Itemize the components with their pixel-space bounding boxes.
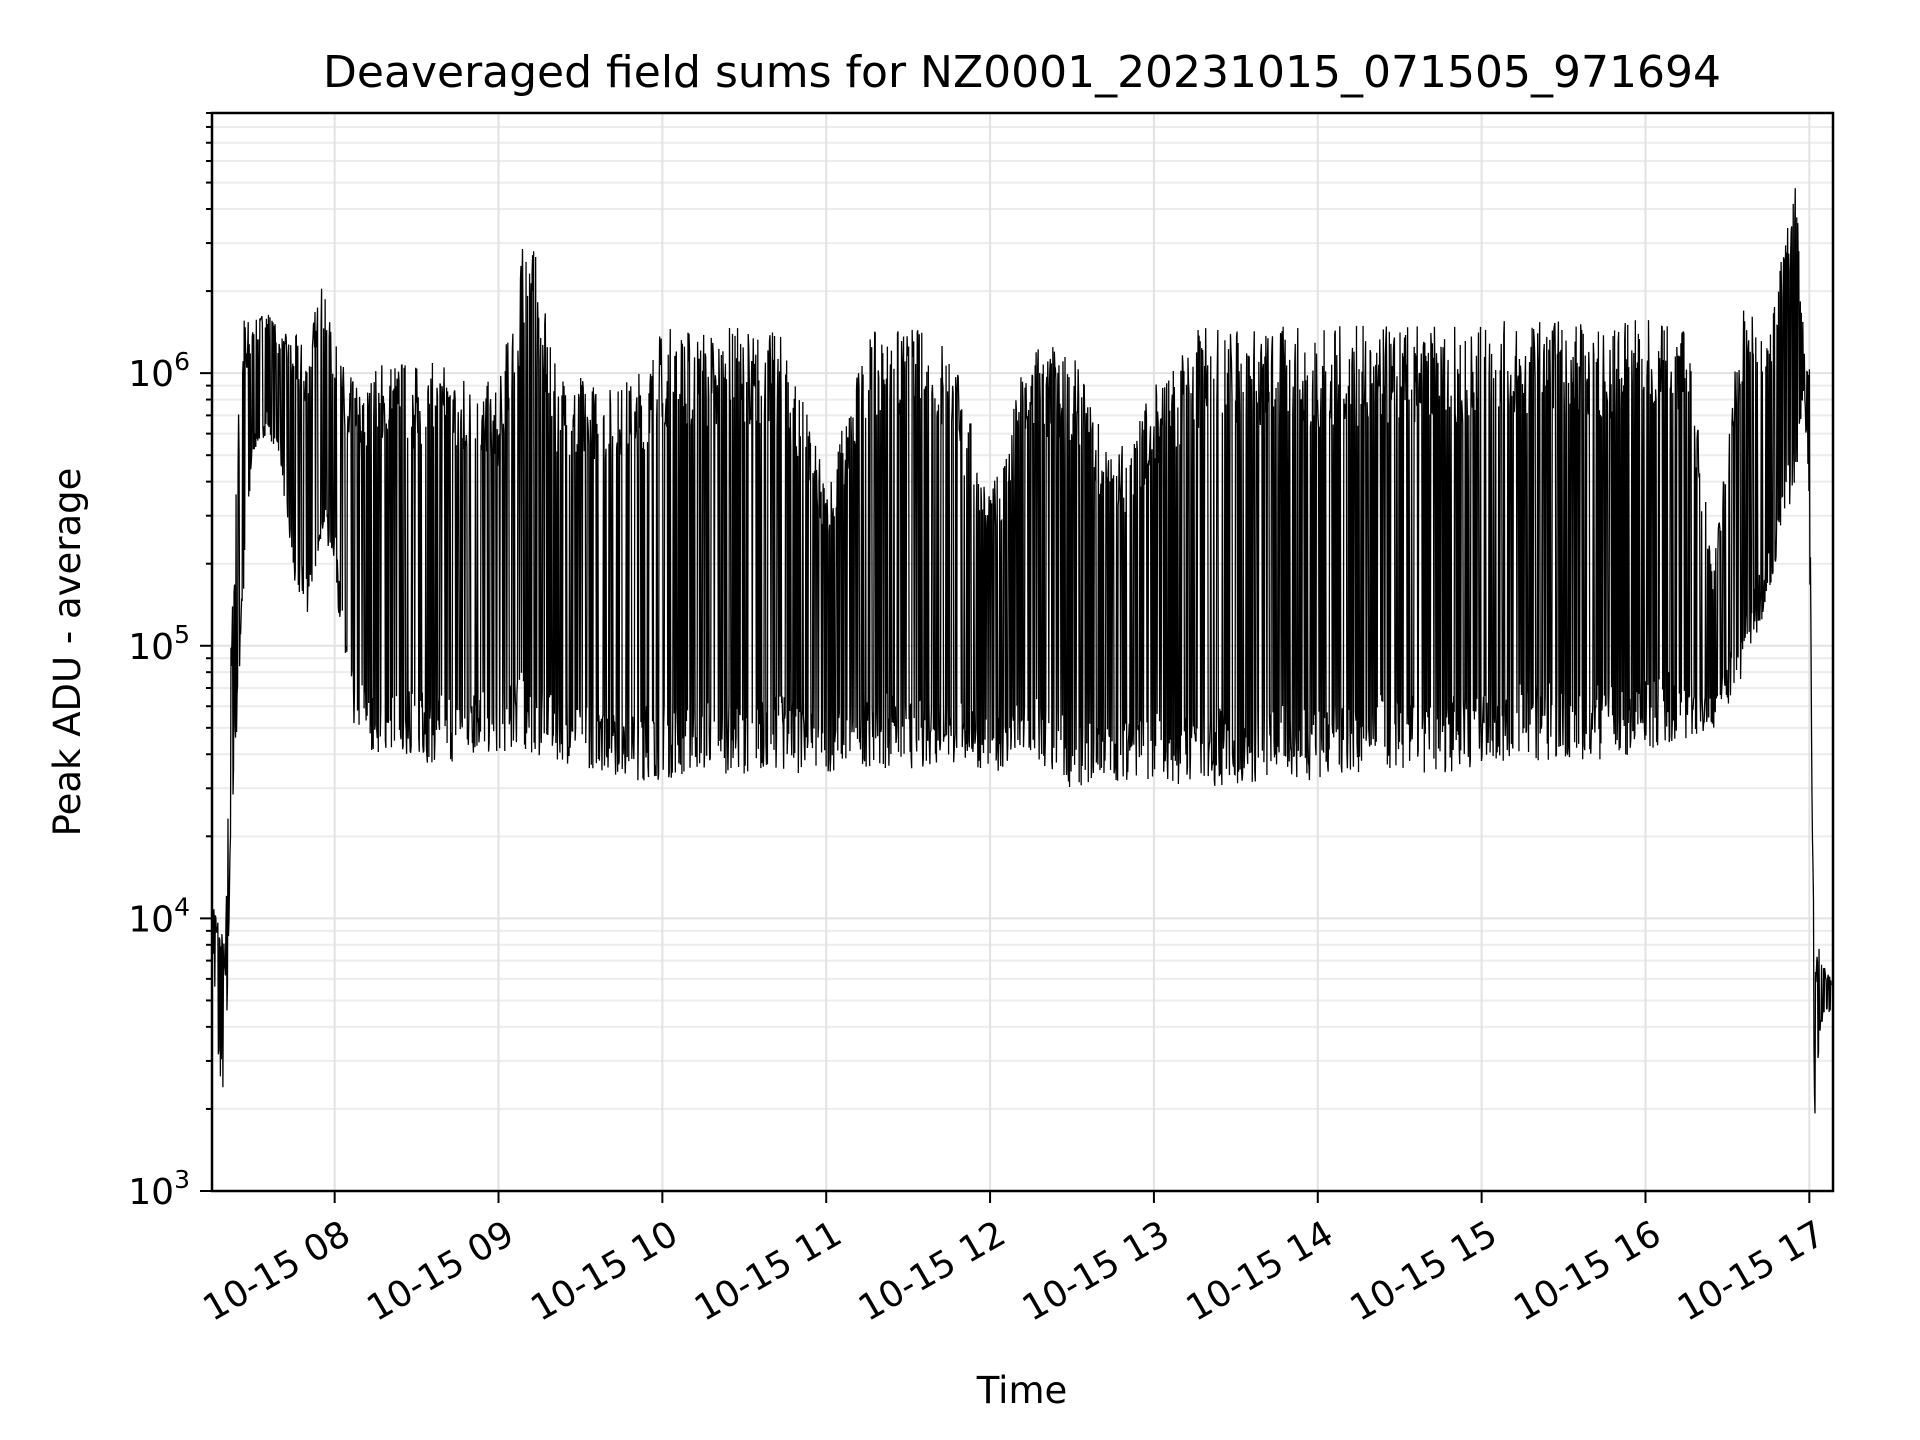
series-line <box>211 188 1832 1114</box>
chart-title: Deaveraged field sums for NZ0001_2023101… <box>323 47 1721 98</box>
series-layer <box>211 188 1832 1114</box>
y-tick-label: 106 <box>128 347 190 395</box>
y-tick-label: 105 <box>128 620 190 668</box>
y-axis-label: Peak ADU - average <box>46 468 89 837</box>
y-tick-label: 103 <box>128 1165 190 1213</box>
plot-frame <box>210 111 1835 1193</box>
y-tick-label: 104 <box>128 892 190 940</box>
y-axis: 103 104 105 106 <box>128 112 212 1213</box>
x-axis-label: Time <box>976 1369 1068 1412</box>
